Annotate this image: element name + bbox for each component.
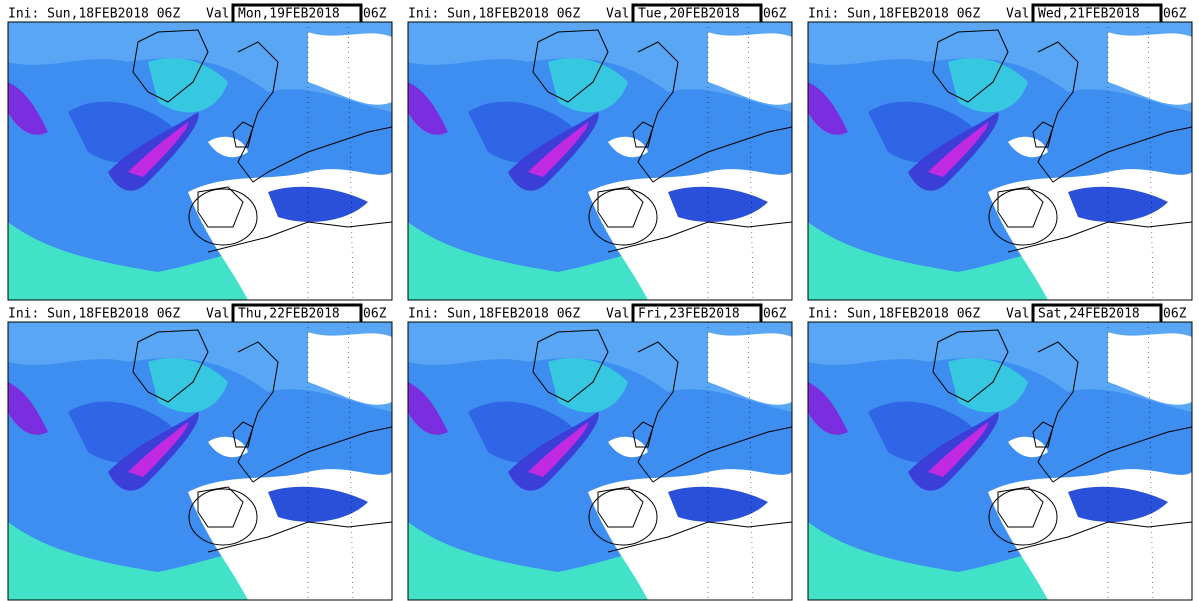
forecast-map xyxy=(408,322,792,600)
forecast-map xyxy=(8,22,392,300)
valid-date: Sat,24FEB2018 xyxy=(1038,307,1140,322)
forecast-map xyxy=(808,322,1192,600)
forecast-map xyxy=(808,22,1192,300)
valid-date: Thu,22FEB2018 xyxy=(238,307,340,322)
map-frame xyxy=(7,21,393,301)
valid-label: Val: xyxy=(1006,7,1037,22)
map-frame xyxy=(807,21,1193,301)
init-time: Ini: Sun,18FEB2018 06Z xyxy=(408,7,580,22)
init-time: Ini: Sun,18FEB2018 06Z xyxy=(808,307,980,322)
map-panel: Ini: Sun,18FEB2018 06Z Val: Sat,24FEB2018 0… xyxy=(807,303,1193,601)
map-panel: Ini: Sun,18FEB2018 06Z Val: Thu,22FEB2018 0… xyxy=(7,303,393,601)
init-time: Ini: Sun,18FEB2018 06Z xyxy=(808,7,980,22)
valid-label: Val: xyxy=(206,307,237,322)
valid-hour: 06Z xyxy=(363,307,387,322)
valid-date: Tue,20FEB2018 xyxy=(638,7,740,22)
valid-label: Val: xyxy=(206,7,237,22)
forecast-map xyxy=(8,322,392,600)
init-time: Ini: Sun,18FEB2018 06Z xyxy=(8,7,180,22)
valid-label: Val: xyxy=(1006,307,1037,322)
valid-date: Mon,19FEB2018 xyxy=(238,7,340,22)
valid-hour: 06Z xyxy=(1163,7,1187,22)
map-frame xyxy=(807,321,1193,601)
valid-label: Val: xyxy=(606,7,637,22)
init-time: Ini: Sun,18FEB2018 06Z xyxy=(8,307,180,322)
map-frame xyxy=(407,21,793,301)
valid-hour: 06Z xyxy=(1163,307,1187,322)
map-frame xyxy=(407,321,793,601)
map-panel: Ini: Sun,18FEB2018 06Z Val: Fri,23FEB2018 0… xyxy=(407,303,793,601)
valid-date: Fri,23FEB2018 xyxy=(638,307,740,322)
valid-hour: 06Z xyxy=(763,307,787,322)
valid-hour: 06Z xyxy=(763,7,787,22)
valid-label: Val: xyxy=(606,307,637,322)
valid-date: Wed,21FEB2018 xyxy=(1038,7,1140,22)
map-panel: Ini: Sun,18FEB2018 06Z Val: Tue,20FEB2018 0… xyxy=(407,3,793,301)
valid-hour: 06Z xyxy=(363,7,387,22)
init-time: Ini: Sun,18FEB2018 06Z xyxy=(408,307,580,322)
map-frame xyxy=(7,321,393,601)
forecast-map xyxy=(408,22,792,300)
panels: Ini: Sun,18FEB2018 06Z Val: Mon,19FEB2018 0… xyxy=(7,3,1193,601)
map-panel: Ini: Sun,18FEB2018 06Z Val: Mon,19FEB2018 0… xyxy=(7,3,393,301)
map-panel: Ini: Sun,18FEB2018 06Z Val: Wed,21FEB2018 0… xyxy=(807,3,1193,301)
